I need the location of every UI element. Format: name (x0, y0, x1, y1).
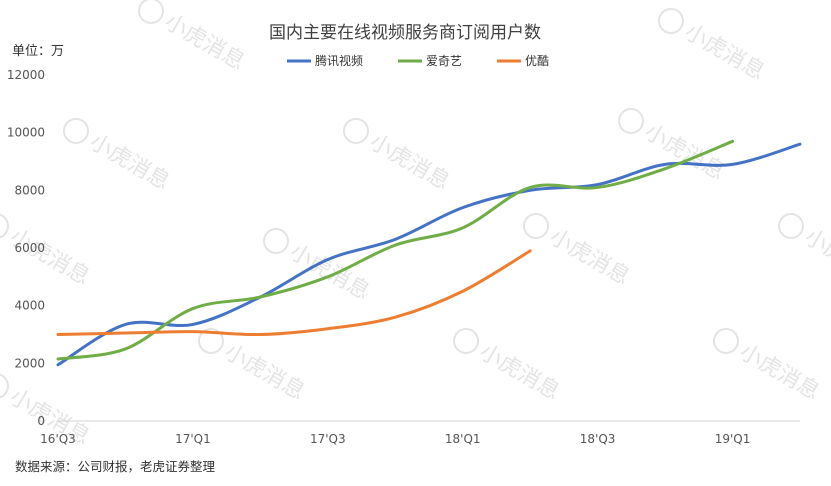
watermark-text: 小虎消息 (800, 225, 831, 291)
legend-label: 爱奇艺 (426, 54, 462, 68)
watermark-logo-icon (712, 327, 739, 354)
watermark-logo-icon (0, 212, 9, 239)
watermark-logo-icon (522, 212, 549, 239)
watermark-text: 小虎消息 (640, 120, 729, 186)
source-note: 数据来源：公司财报，老虎证券整理 (15, 459, 216, 474)
watermark-logo-icon (452, 327, 479, 354)
watermark-mark: 小虎消息 (657, 7, 769, 86)
x-tick-label: 17'Q3 (310, 432, 346, 446)
watermark-logo-icon (657, 7, 684, 34)
chart-title: 国内主要在线视频服务商订阅用户数 (269, 23, 541, 43)
legend-item: 优酷 (497, 54, 549, 68)
series-line (56, 139, 735, 361)
watermark-text: 小虎消息 (85, 130, 174, 196)
legend-label: 优酷 (525, 54, 549, 68)
watermark-mark: 小虎消息 (452, 327, 564, 406)
x-axis: 16'Q3 17'Q1 17'Q3 18'Q1 18'Q3 19'Q1 (40, 420, 800, 446)
x-tick-label: 18'Q3 (580, 432, 616, 446)
watermark-logo-icon (777, 212, 804, 239)
y-tick-label: 0 (37, 414, 45, 428)
unit-label: 单位：万 (12, 44, 64, 59)
y-tick-label: 10000 (7, 126, 45, 140)
y-tick-label: 12000 (7, 68, 45, 82)
watermark-mark: 小虎消息 (712, 327, 824, 406)
y-tick-label: 8000 (14, 183, 45, 197)
watermark-logo-icon (137, 0, 164, 24)
legend-item: 腾讯视频 (287, 53, 363, 68)
x-tick-label: 17'Q1 (175, 432, 211, 446)
watermark-text: 小虎消息 (5, 225, 94, 291)
watermark-mark: 小虎消息 (342, 117, 454, 196)
x-tick-label: 16'Q3 (40, 432, 76, 446)
x-tick-label: 18'Q1 (445, 432, 481, 446)
watermark-logo-icon (617, 107, 644, 134)
watermark-text: 小虎消息 (365, 130, 454, 196)
watermark-text: 小虎消息 (545, 225, 634, 291)
watermark-mark: 小虎消息 (137, 0, 249, 76)
watermark-text: 小虎消息 (220, 340, 309, 406)
series-line (56, 142, 802, 367)
legend-item: 爱奇艺 (398, 54, 462, 68)
watermark-logo-icon (62, 117, 89, 144)
watermark-logo-icon (0, 372, 9, 399)
watermark-text: 小虎消息 (160, 10, 249, 76)
watermark-mark: 小虎消息 (522, 212, 634, 291)
watermark-text: 小虎消息 (475, 340, 564, 406)
watermark-text: 小虎消息 (680, 20, 769, 86)
y-tick-label: 4000 (14, 299, 45, 313)
watermark-logo-icon (262, 227, 289, 254)
y-tick-label: 2000 (14, 356, 45, 370)
y-axis: 0 2000 4000 6000 8000 10000 12000 (7, 68, 45, 428)
watermark-logo-icon (197, 327, 224, 354)
watermark-mark: 小虎消息 (197, 327, 309, 406)
plot-series (56, 139, 802, 367)
watermark-logo-icon (342, 117, 369, 144)
y-tick-label: 6000 (14, 241, 45, 255)
watermark-text: 小虎消息 (735, 340, 824, 406)
x-tick-label: 19'Q1 (715, 432, 751, 446)
legend-label: 腾讯视频 (315, 53, 363, 68)
watermark-mark: 小虎消息 (62, 117, 174, 196)
legend: 腾讯视频 爱奇艺 优酷 (287, 53, 549, 68)
series-line (56, 249, 532, 337)
watermark-mark: 小虎消息 (777, 212, 831, 291)
